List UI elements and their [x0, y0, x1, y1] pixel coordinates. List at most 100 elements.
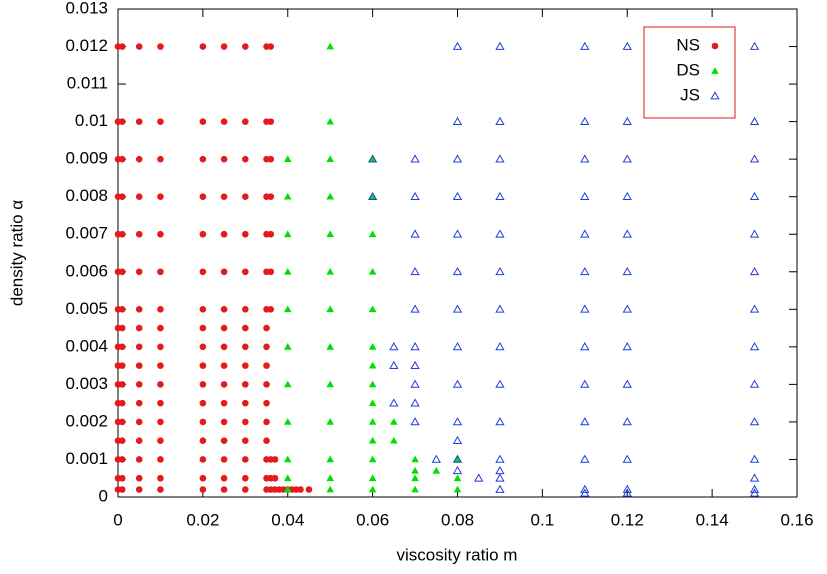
- data-point: [411, 466, 419, 474]
- data-point: [135, 343, 143, 351]
- data-point: [118, 43, 126, 50]
- data-point: [389, 398, 399, 407]
- data-point: [242, 118, 249, 125]
- y-tick-label: 0.004: [65, 336, 108, 355]
- data-point: [367, 191, 378, 201]
- data-point: [157, 306, 164, 313]
- data-point: [326, 474, 334, 482]
- data-point: [118, 418, 126, 426]
- data-point: [135, 456, 143, 463]
- data-point: [242, 155, 249, 163]
- data-point: [749, 191, 760, 201]
- data-point: [242, 399, 249, 407]
- data-point: [242, 437, 249, 444]
- data-point: [622, 229, 632, 238]
- data-point: [283, 230, 292, 238]
- legend-label: DS: [676, 60, 700, 79]
- data-point: [242, 486, 249, 493]
- data-point: [410, 398, 420, 407]
- data-point: [199, 230, 207, 238]
- data-point: [452, 304, 463, 313]
- data-point: [199, 268, 207, 276]
- data-point: [135, 486, 143, 493]
- data-point: [495, 417, 505, 426]
- data-point: [242, 381, 249, 388]
- data-point: [580, 191, 590, 201]
- data-point: [580, 488, 590, 497]
- y-tick-label: 0.002: [65, 411, 108, 430]
- data-point: [495, 229, 505, 238]
- data-point: [452, 342, 463, 351]
- data-point: [199, 155, 207, 163]
- legend-box: [643, 26, 736, 119]
- data-point: [135, 324, 143, 332]
- data-point: [242, 418, 249, 426]
- data-point: [452, 154, 463, 163]
- data-point: [410, 154, 420, 163]
- data-point: [267, 43, 275, 50]
- data-point: [220, 474, 228, 482]
- y-tick-label: 0.005: [65, 299, 108, 318]
- data-point: [326, 305, 334, 313]
- data-point: [157, 230, 164, 238]
- data-point: [199, 362, 207, 369]
- data-point: [368, 418, 377, 425]
- data-point: [453, 485, 462, 493]
- data-point: [326, 455, 334, 463]
- data-point: [495, 116, 505, 125]
- x-axis-title: viscosity ratio m: [397, 545, 518, 564]
- data-point: [220, 437, 228, 444]
- data-point: [622, 154, 632, 163]
- data-point: [242, 343, 249, 351]
- data-point: [118, 268, 126, 276]
- data-point: [749, 417, 760, 426]
- y-axis-title: density ratio α: [7, 200, 26, 306]
- data-point: [495, 191, 505, 201]
- data-point: [495, 154, 505, 163]
- data-point: [452, 116, 463, 125]
- legend-label: JS: [680, 85, 700, 104]
- y-tick-label: 0.012: [65, 36, 108, 55]
- data-point: [199, 343, 207, 351]
- data-point: [495, 41, 505, 50]
- data-point: [390, 418, 398, 425]
- data-point: [157, 474, 164, 482]
- data-point: [326, 343, 334, 350]
- data-point: [368, 485, 377, 493]
- data-point: [263, 437, 270, 444]
- data-point: [749, 154, 760, 163]
- data-point: [368, 474, 377, 482]
- data-point: [220, 306, 228, 313]
- data-point: [452, 435, 463, 445]
- data-point: [410, 191, 420, 201]
- data-point: [220, 268, 228, 276]
- data-point: [749, 116, 760, 125]
- data-point: [622, 417, 632, 426]
- data-point: [326, 267, 334, 275]
- data-point: [622, 342, 632, 351]
- data-point: [157, 381, 164, 388]
- data-point: [157, 399, 164, 407]
- data-point: [135, 437, 143, 444]
- data-point: [749, 454, 760, 463]
- data-point: [622, 379, 632, 388]
- data-point: [283, 380, 292, 388]
- data-point: [135, 381, 143, 388]
- data-point: [118, 324, 126, 332]
- data-point: [580, 342, 590, 351]
- data-point: [368, 305, 377, 313]
- data-point: [453, 474, 462, 482]
- data-point: [242, 474, 249, 482]
- data-point: [118, 437, 126, 444]
- data-point: [199, 418, 207, 426]
- data-point: [199, 437, 207, 444]
- data-point: [283, 192, 292, 200]
- data-point: [622, 266, 632, 276]
- data-point: [220, 381, 228, 388]
- data-point: [157, 193, 164, 200]
- data-point: [118, 306, 126, 313]
- data-point: [368, 399, 377, 407]
- y-tick-label: 0: [99, 486, 108, 505]
- data-point: [474, 473, 484, 482]
